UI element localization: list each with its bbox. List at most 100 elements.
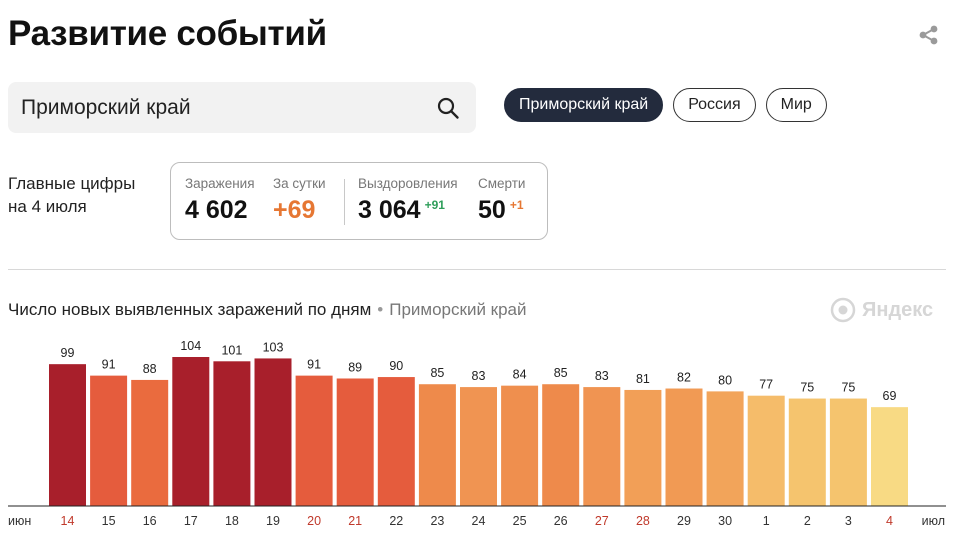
x-tick-label: 26 <box>554 514 568 528</box>
x-tick-label: 16 <box>143 514 157 528</box>
x-tick-label: 3 <box>845 514 852 528</box>
bar-value-label: 83 <box>472 369 486 383</box>
bar-value-label: 69 <box>883 389 897 403</box>
day-label: За сутки <box>273 176 326 191</box>
bar-30[interactable] <box>706 391 744 506</box>
chip-primorsky[interactable]: Приморский край <box>504 88 664 122</box>
chip-world[interactable]: Мир <box>765 88 827 122</box>
bar-22[interactable] <box>377 377 415 506</box>
recovered-value-row: 3 064 +91 <box>358 196 458 225</box>
chart-title: Число новых выявленных заражений по дням… <box>8 300 527 320</box>
stat-infected: Заражения 4 602 <box>185 176 255 225</box>
x-tick-label: 20 <box>307 514 321 528</box>
section-divider <box>8 269 946 270</box>
deaths-value-row: 50 +1 <box>478 196 525 225</box>
region-search-field[interactable]: Приморский край <box>8 82 476 133</box>
bar-value-label: 85 <box>554 366 568 380</box>
x-tick-label: 18 <box>225 514 239 528</box>
infected-label: Заражения <box>185 176 255 191</box>
bar-value-label: 80 <box>718 373 732 387</box>
bar-value-label: 85 <box>430 366 444 380</box>
x-tick-label: 14 <box>61 514 75 528</box>
bar-value-label: 82 <box>677 371 691 385</box>
bar-17[interactable] <box>172 357 210 506</box>
bar-19[interactable] <box>254 358 292 506</box>
stat-day: За сутки +69 <box>273 176 326 225</box>
chart-title-text: Число новых выявленных заражений по дням <box>8 300 372 319</box>
bar-value-label: 103 <box>263 340 284 354</box>
bar-18[interactable] <box>213 361 251 506</box>
search-icon[interactable] <box>436 96 460 120</box>
bar-value-label: 84 <box>513 368 527 382</box>
yandex-logo-icon <box>830 297 856 323</box>
chip-russia[interactable]: Россия <box>673 88 756 122</box>
bar-1[interactable] <box>747 395 785 506</box>
infected-value: 4 602 <box>185 196 248 224</box>
share-icon[interactable] <box>918 24 940 46</box>
bar-21[interactable] <box>336 378 374 506</box>
bar-27[interactable] <box>583 387 621 506</box>
x-tick-label: 27 <box>595 514 609 528</box>
chart-title-separator: • <box>377 300 384 319</box>
bar-value-label: 81 <box>636 372 650 386</box>
stats-divider <box>344 179 345 225</box>
bar-value-label: 77 <box>759 378 773 392</box>
x-tick-label: 28 <box>636 514 650 528</box>
bar-value-label: 91 <box>102 358 116 372</box>
bar-14[interactable] <box>49 364 86 506</box>
x-tick-label: 17 <box>184 514 198 528</box>
bar-value-label: 75 <box>841 381 855 395</box>
x-tick-label: 1 <box>763 514 770 528</box>
bar-23[interactable] <box>418 384 456 506</box>
x-tick-label: 19 <box>266 514 280 528</box>
recovered-value: 3 064 <box>358 196 421 224</box>
x-tick-label: 23 <box>430 514 444 528</box>
recovered-delta: +91 <box>424 198 445 212</box>
day-value: +69 <box>273 196 316 224</box>
summary-label: Главные цифры на 4 июля <box>8 172 135 218</box>
recovered-label: Выздоровления <box>358 176 458 191</box>
bar-value-label: 91 <box>307 358 321 372</box>
deaths-value: 50 <box>478 196 506 224</box>
bar-value-label: 101 <box>221 343 242 357</box>
summary-label-date: на 4 июля <box>8 197 87 216</box>
bar-value-label: 90 <box>389 359 403 373</box>
month-start-label: июн <box>8 514 31 528</box>
bar-4[interactable] <box>871 407 908 506</box>
page-title: Развитие событий <box>8 14 327 53</box>
bar-3[interactable] <box>829 398 867 506</box>
bar-28[interactable] <box>624 389 662 506</box>
bar-value-label: 104 <box>180 339 201 353</box>
x-tick-label: 22 <box>389 514 403 528</box>
bar-15[interactable] <box>90 375 128 506</box>
stat-deaths: Смерти 50 +1 <box>478 176 525 225</box>
month-end-label: июл <box>922 514 945 528</box>
deaths-delta: +1 <box>509 198 524 212</box>
bar-value-label: 83 <box>595 369 609 383</box>
bar-20[interactable] <box>295 375 333 506</box>
bar-29[interactable] <box>665 388 703 506</box>
stat-recovered: Выздоровления 3 064 +91 <box>358 176 458 225</box>
bar-value-label: 89 <box>348 360 362 374</box>
summary-label-line1: Главные цифры <box>8 174 136 193</box>
x-tick-label: 2 <box>804 514 811 528</box>
bar-2[interactable] <box>788 398 826 506</box>
bar-25[interactable] <box>501 385 539 506</box>
x-tick-label: 15 <box>102 514 116 528</box>
yandex-logo-text: Яндекс <box>862 298 934 321</box>
chart-title-region: Приморский край <box>389 300 527 319</box>
yandex-logo: Яндекс <box>830 297 933 323</box>
summary-card: Заражения 4 602 За сутки +69 Выздоровлен… <box>170 162 548 240</box>
x-tick-label: 29 <box>677 514 691 528</box>
bar-value-label: 99 <box>61 346 75 360</box>
deaths-label: Смерти <box>478 176 526 191</box>
x-tick-label: 25 <box>513 514 527 528</box>
search-input[interactable]: Приморский край <box>21 95 191 119</box>
bar-26[interactable] <box>542 384 580 506</box>
x-tick-label: 24 <box>472 514 486 528</box>
bar-24[interactable] <box>460 387 497 506</box>
x-tick-label: 30 <box>718 514 732 528</box>
bar-16[interactable] <box>131 379 169 506</box>
x-tick-label: 21 <box>348 514 362 528</box>
bar-value-label: 75 <box>800 381 814 395</box>
